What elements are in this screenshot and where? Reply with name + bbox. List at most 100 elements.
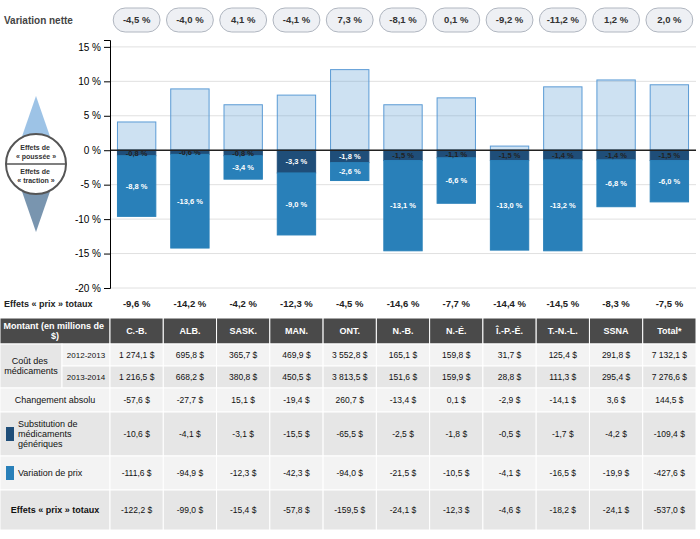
table-cell xyxy=(376,456,429,490)
table-cell xyxy=(163,388,216,412)
table-cell xyxy=(589,412,642,456)
text-line: génériques xyxy=(18,439,63,449)
table-cell xyxy=(0,318,110,344)
table-cell xyxy=(483,490,536,530)
amount-value: -111,6 $ xyxy=(122,468,152,478)
table-cell xyxy=(430,318,483,344)
bar xyxy=(331,163,369,181)
cost-value: 159,9 $ xyxy=(442,372,471,382)
cost-value: 7 132,1 $ xyxy=(652,350,688,360)
data-label: -9,0 % xyxy=(286,200,308,209)
bar xyxy=(117,156,155,217)
cost-value: 28,8 $ xyxy=(498,372,522,382)
table-cell xyxy=(323,456,376,490)
table-cell xyxy=(430,412,483,456)
data-label: -6,0 % xyxy=(659,177,681,186)
y-tick-mark xyxy=(104,81,110,82)
bar xyxy=(384,150,422,160)
table-cell xyxy=(376,344,429,366)
table-cell xyxy=(110,490,163,530)
bar xyxy=(224,105,262,150)
y-tick: -20 % xyxy=(75,283,110,294)
category-label: N.-É. xyxy=(446,326,467,336)
y-tick-mark xyxy=(104,47,110,48)
net-change-oval xyxy=(593,8,640,32)
data-label: -13,0 % xyxy=(497,201,523,210)
bar xyxy=(437,98,475,150)
table-cell xyxy=(270,412,323,456)
y-tick-label: -20 % xyxy=(75,283,101,294)
bar xyxy=(171,89,209,150)
change-value: 144,5 $ xyxy=(655,395,684,405)
total-effect-value: -7,7 % xyxy=(443,298,471,309)
table-cell xyxy=(589,318,642,344)
table-cell xyxy=(62,366,110,388)
table-cell xyxy=(163,412,216,456)
table-cell xyxy=(483,318,536,344)
table-cell xyxy=(163,366,216,388)
data-label: -8,8 % xyxy=(126,182,148,191)
net-change-value: -8,1 % xyxy=(389,14,417,25)
table-cell xyxy=(536,318,589,344)
table-cell xyxy=(217,344,270,366)
bar xyxy=(277,150,315,173)
y-tick-mark xyxy=(104,254,110,255)
data-label: -1,5 % xyxy=(392,151,414,160)
table-cell xyxy=(376,366,429,388)
net-change-value: -11,2 % xyxy=(547,14,580,25)
table-cell xyxy=(430,490,483,530)
table-cell xyxy=(589,344,642,366)
bar xyxy=(331,150,369,162)
y-axis: -20 %-15 %-10 %-5 %0 %5 %10 %15 % xyxy=(75,41,111,294)
bar xyxy=(277,95,315,150)
table-cell xyxy=(217,412,270,456)
amount-value: -19,9 $ xyxy=(603,468,630,478)
table-cell xyxy=(589,456,642,490)
y-tick-label: 10 % xyxy=(78,76,101,87)
data-label: -1,5 % xyxy=(499,151,521,160)
y-tick-mark xyxy=(104,150,110,151)
data-label: -1,8 % xyxy=(339,152,361,161)
bar xyxy=(490,161,528,251)
cost-value: 469,9 $ xyxy=(282,350,311,360)
amount-value: -427,6 $ xyxy=(654,468,685,478)
bar xyxy=(437,158,475,203)
data-label: -1,4 % xyxy=(605,151,627,160)
category-label: ONT. xyxy=(339,326,360,336)
cost-value: 295,4 $ xyxy=(602,372,631,382)
table-cell xyxy=(323,318,376,344)
amount-value: -94,9 $ xyxy=(177,468,204,478)
change-value: -2,9 $ xyxy=(499,395,521,405)
category-label: N.-B. xyxy=(393,326,414,336)
net-change-value: 7,3 % xyxy=(338,14,363,25)
text-line: médicaments xyxy=(18,429,74,439)
amount-value: -4,1 $ xyxy=(499,468,521,478)
table-cell xyxy=(483,456,536,490)
table-cell xyxy=(217,388,270,412)
total-effects-row: -9,6 %-14,2 %-4,2 %-12,3 %-4,5 %-14,6 %-… xyxy=(4,298,684,309)
table-cell xyxy=(483,412,536,456)
change-value: -14,1 $ xyxy=(550,395,577,405)
net-change-value: 0,1 % xyxy=(444,14,469,25)
data-label: -0,8 % xyxy=(126,149,148,158)
amount-value: -94,0 $ xyxy=(336,468,363,478)
table-cell xyxy=(536,366,589,388)
table-cell xyxy=(483,344,536,366)
cost-value: 151,6 $ xyxy=(389,372,418,382)
cost-value: 159,8 $ xyxy=(442,350,471,360)
cost-value: 1 274,1 $ xyxy=(119,350,155,360)
net-change-oval xyxy=(380,8,427,32)
y-tick: 5 % xyxy=(84,110,110,121)
amount-value: -42,3 $ xyxy=(283,468,310,478)
table-cell xyxy=(430,388,483,412)
change-value: -19,4 $ xyxy=(283,395,310,405)
table-cell xyxy=(110,366,163,388)
change-value: -13,4 $ xyxy=(390,395,417,405)
bar xyxy=(597,150,635,160)
total-effect-amount: -57,8 $ xyxy=(283,505,310,515)
data-labels: -0,8 %-0,6 %-0,8 %-3,3 %-1,8 %-1,5 %-1,1… xyxy=(126,148,681,210)
cost-value: 291,8 $ xyxy=(602,350,631,360)
data-label: -1,1 % xyxy=(445,150,467,159)
amount-value: -2,5 $ xyxy=(392,429,414,439)
data-label: -13,6 % xyxy=(177,197,203,206)
